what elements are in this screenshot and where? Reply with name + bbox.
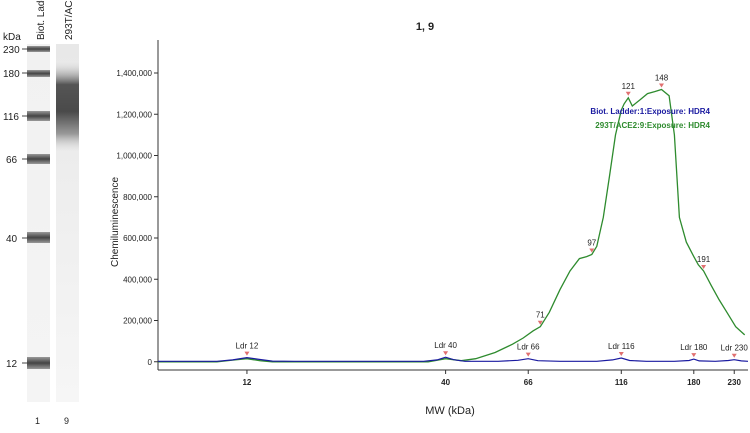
- gel-marker-230: 230: [3, 45, 27, 56]
- x-tick-label: 180: [687, 378, 701, 387]
- gel-marker-180: 180: [3, 69, 27, 80]
- svg-text:12: 12: [6, 359, 18, 370]
- legend-entry-sample: 293T/ACE2:9:Exposure: HDR4: [595, 121, 710, 130]
- sample-peak-marker: [658, 83, 664, 88]
- sample-peak-label: 71: [536, 311, 545, 320]
- y-tick-label: 800,000: [123, 193, 152, 202]
- ladder-band-66: [27, 154, 50, 164]
- axes: 0 200,000 400,000 600,000 800,000 1,000,000 1,…: [116, 40, 748, 387]
- svg-text:180: 180: [3, 69, 20, 80]
- sample-peak-label: 97: [587, 239, 596, 248]
- svg-text:40: 40: [6, 234, 18, 245]
- sample-peak-label: 121: [622, 82, 636, 91]
- gel-marker-66: 66: [6, 155, 27, 166]
- x-tick-label: 66: [524, 378, 533, 387]
- y-tick-label: 1,200,000: [116, 110, 152, 119]
- y-tick-label: 1,400,000: [116, 69, 152, 78]
- y-tick-label: 1,000,000: [116, 152, 152, 161]
- legend-entry-ladder: Biot. Ladder:1:Exposure: HDR4: [590, 107, 710, 116]
- x-tick-label: 230: [728, 378, 742, 387]
- ladder-peak-label: Ldr 116: [608, 342, 635, 351]
- ladder-band-12: [27, 357, 50, 369]
- svg-text:116: 116: [3, 112, 19, 123]
- gel-unit-label: kDa: [3, 32, 21, 43]
- lane-header-ladder: Biot. Ladder: [36, 0, 47, 40]
- sample-peak-label: 191: [697, 255, 711, 264]
- ladder-band-40: [27, 232, 50, 243]
- ladder-peak-label: Ldr 40: [434, 341, 457, 350]
- lane-header-sample: 293T/ACE2: [64, 0, 75, 40]
- sample-peak-marker: [625, 91, 631, 96]
- x-axis-label: MW (kDa): [425, 405, 475, 417]
- sample-smear: [56, 62, 79, 152]
- peak-marker-layer: Ldr 12 Ldr 40 Ldr 66 Ldr 116 Ldr 180 Ldr 230 7…: [236, 74, 749, 358]
- ladder-peak-label: Ldr 230: [721, 344, 749, 353]
- ladder-band-116: [27, 111, 50, 121]
- gel-lane-image: kDa Biot. Ladder 293T/ACE2 230 180 116 6…: [3, 0, 79, 426]
- x-tick-label: 116: [615, 378, 628, 387]
- y-axis-label: Chemiluminescence: [110, 177, 121, 267]
- gel-marker-116: 116: [3, 112, 27, 123]
- lane-number-sample: 9: [64, 416, 69, 426]
- svg-text:66: 66: [6, 155, 18, 166]
- y-tick-label: 600,000: [123, 234, 152, 243]
- series-layer: [158, 88, 749, 363]
- ladder-lane: [27, 44, 50, 402]
- ladder-peak-label: Ldr 180: [680, 343, 708, 352]
- ladder-peak-marker: [244, 351, 250, 356]
- lane-number-ladder: 1: [35, 416, 40, 426]
- y-tick-label: 0: [148, 358, 153, 367]
- ladder-peak-marker: [618, 352, 624, 357]
- legend: Biot. Ladder:1:Exposure: HDR4 293T/ACE2:…: [590, 107, 710, 130]
- ladder-peak-label: Ldr 12: [236, 342, 259, 351]
- x-tick-label: 12: [242, 378, 251, 387]
- gel-marker-12: 12: [6, 359, 27, 370]
- ladder-peak-marker: [731, 353, 737, 358]
- series-line-sample: [158, 88, 746, 363]
- y-tick-label: 400,000: [123, 275, 152, 284]
- sample-peak-marker: [701, 265, 707, 269]
- chart-title: 1, 9: [416, 21, 434, 33]
- series-line-ladder: [158, 356, 749, 362]
- y-tick-label: 200,000: [123, 317, 152, 326]
- ladder-peak-marker: [691, 353, 697, 358]
- ladder-peak-marker: [443, 351, 449, 356]
- sample-peak-marker: [589, 248, 595, 253]
- x-tick-label: 40: [441, 378, 450, 387]
- sample-peak-marker: [537, 320, 543, 325]
- ladder-band-180: [27, 70, 50, 77]
- ladder-band-230: [27, 46, 50, 52]
- svg-text:230: 230: [3, 45, 20, 56]
- sample-peak-label: 148: [655, 74, 669, 83]
- ladder-peak-marker: [525, 352, 531, 357]
- ladder-peak-label: Ldr 66: [517, 343, 540, 352]
- gel-marker-40: 40: [6, 234, 27, 245]
